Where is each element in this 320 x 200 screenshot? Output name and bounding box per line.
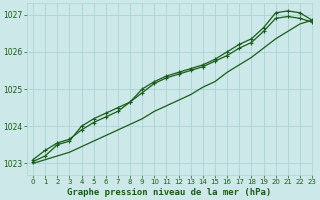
X-axis label: Graphe pression niveau de la mer (hPa): Graphe pression niveau de la mer (hPa) (68, 188, 272, 197)
